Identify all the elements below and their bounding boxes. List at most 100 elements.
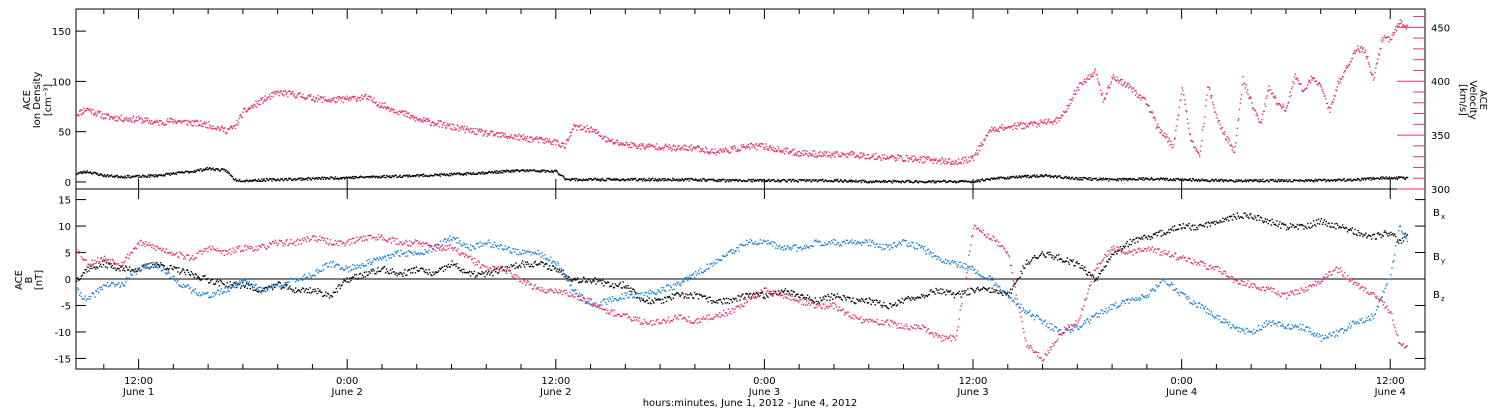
- velocity-point: [610, 140, 613, 142]
- density-point: [1144, 178, 1146, 180]
- density-point: [625, 179, 627, 181]
- density-point: [747, 178, 750, 181]
- bx-point: [662, 298, 664, 301]
- velocity-point: [1293, 82, 1295, 85]
- bx-point: [659, 299, 661, 301]
- velocity-point: [1304, 89, 1306, 91]
- bx-point: [269, 285, 271, 288]
- bx-point: [835, 296, 838, 298]
- bx-point: [872, 301, 874, 303]
- velocity-point: [190, 120, 193, 123]
- bx-point: [909, 298, 911, 300]
- bx-point: [303, 291, 306, 293]
- bx-point: [1010, 292, 1013, 294]
- velocity-point: [179, 120, 182, 122]
- bx-point: [703, 295, 705, 297]
- velocity-point: [1157, 126, 1160, 129]
- velocity-point: [673, 144, 675, 146]
- velocity-point: [489, 132, 491, 135]
- bx-point: [313, 290, 315, 293]
- density-point: [187, 171, 189, 173]
- density-point: [106, 174, 108, 177]
- density-point: [327, 177, 329, 180]
- density-point: [746, 180, 748, 182]
- bx-point: [1204, 222, 1207, 225]
- density-point: [782, 178, 784, 181]
- bx-point: [187, 271, 190, 274]
- bx-point: [1045, 256, 1047, 258]
- velocity-point: [544, 142, 546, 144]
- velocity-point: [178, 121, 180, 123]
- density-point: [1018, 176, 1020, 179]
- density-point: [845, 180, 848, 182]
- density-point: [400, 176, 402, 178]
- bx-point: [580, 281, 583, 283]
- bx-point: [948, 291, 951, 293]
- bx-point: [1175, 229, 1178, 231]
- density-point: [521, 169, 524, 171]
- velocity-point: [182, 121, 184, 123]
- bx-point: [279, 282, 281, 284]
- velocity-point: [173, 119, 175, 121]
- density-point: [154, 174, 156, 176]
- bx-point: [100, 263, 102, 265]
- velocity-point: [946, 161, 949, 163]
- velocity-point: [1062, 110, 1065, 113]
- bx-point: [861, 297, 863, 300]
- density-point: [1014, 177, 1016, 179]
- density-point: [784, 179, 786, 181]
- density-point: [713, 179, 716, 181]
- density-point: [998, 178, 1000, 180]
- density-point: [758, 180, 760, 182]
- density-point: [796, 180, 798, 182]
- bx-point: [696, 292, 699, 295]
- density-point: [946, 181, 949, 183]
- density-point: [389, 176, 392, 179]
- bx-point: [1072, 259, 1074, 261]
- velocity-point: [103, 113, 106, 115]
- density-point: [627, 178, 630, 180]
- bx-point: [628, 287, 630, 290]
- density-point: [1357, 178, 1360, 180]
- velocity-point: [203, 122, 205, 125]
- density-point: [87, 171, 89, 174]
- bx-point: [1006, 292, 1009, 295]
- density-point: [1229, 180, 1232, 182]
- bx-point: [701, 296, 703, 298]
- density-point: [669, 178, 671, 181]
- bx-point: [1291, 224, 1294, 226]
- density-point: [1022, 175, 1024, 178]
- bx-point: [387, 272, 390, 274]
- density-point: [232, 178, 234, 180]
- velocity-point: [437, 120, 440, 122]
- velocity-point: [1152, 117, 1155, 119]
- density-point: [1389, 177, 1391, 180]
- density-point: [405, 174, 408, 177]
- density-point: [1026, 175, 1029, 177]
- velocity-point: [400, 111, 403, 113]
- bx-point: [995, 289, 997, 291]
- bx-point: [396, 275, 398, 277]
- velocity-point: [908, 158, 910, 160]
- velocity-point: [387, 107, 390, 109]
- bx-point: [711, 302, 713, 304]
- bx-point: [910, 299, 912, 301]
- velocity-point: [763, 148, 766, 151]
- bx-point: [611, 283, 614, 285]
- bx-point: [1285, 224, 1287, 226]
- density-point: [376, 175, 378, 178]
- velocity-point: [438, 126, 440, 128]
- bx-point: [970, 287, 972, 290]
- velocity-point: [1391, 38, 1393, 41]
- velocity-point: [883, 157, 885, 159]
- density-point: [1198, 178, 1200, 181]
- velocity-point: [1327, 106, 1330, 108]
- density-point: [237, 180, 239, 182]
- bx-point: [438, 267, 441, 270]
- velocity-point: [255, 100, 257, 102]
- bx-point: [570, 280, 572, 282]
- velocity-point: [1299, 83, 1302, 85]
- bx-point: [127, 269, 129, 271]
- bx-point: [227, 287, 229, 289]
- velocity-point: [1168, 137, 1170, 139]
